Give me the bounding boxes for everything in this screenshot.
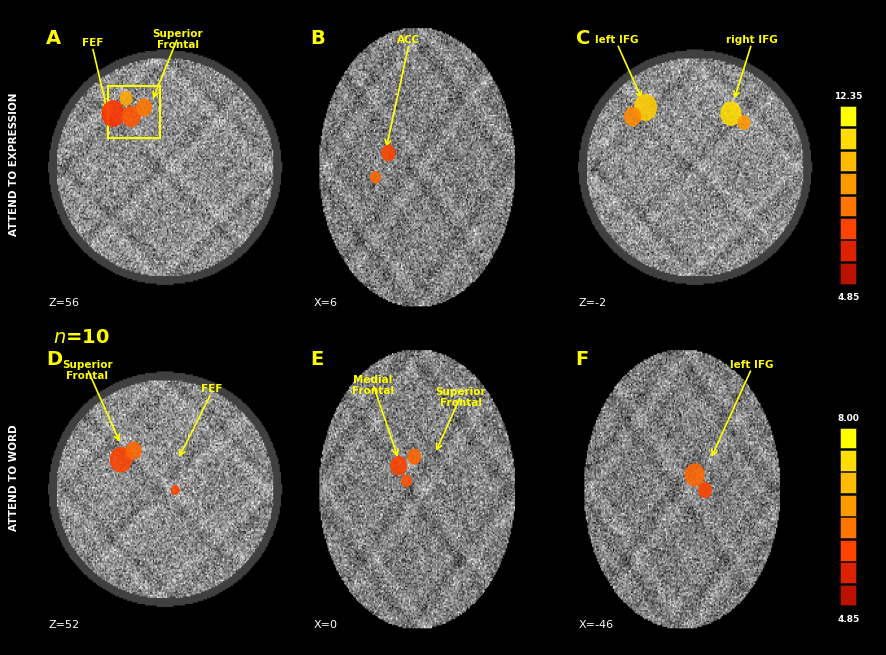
Bar <box>840 495 857 515</box>
Bar <box>840 563 857 583</box>
Bar <box>840 218 857 238</box>
Text: Superior
Frontal: Superior Frontal <box>62 360 113 381</box>
Text: ATTEND TO EXPRESSION: ATTEND TO EXPRESSION <box>9 92 19 236</box>
Circle shape <box>402 476 411 487</box>
Bar <box>840 128 857 149</box>
Circle shape <box>699 483 711 497</box>
Text: 4.85: 4.85 <box>837 293 859 302</box>
Circle shape <box>120 92 132 105</box>
Text: B: B <box>311 29 325 48</box>
Text: 12.35: 12.35 <box>835 92 863 101</box>
Circle shape <box>382 145 395 160</box>
Bar <box>840 428 857 448</box>
Text: FEF: FEF <box>201 384 222 394</box>
Bar <box>840 517 857 538</box>
Text: $\it{n}$=10: $\it{n}$=10 <box>53 328 110 347</box>
Circle shape <box>172 486 179 495</box>
Text: X=6: X=6 <box>314 298 338 308</box>
Text: Medial
Frontal: Medial Frontal <box>352 375 394 396</box>
Circle shape <box>122 107 140 126</box>
Text: 4.85: 4.85 <box>837 614 859 624</box>
Bar <box>840 585 857 605</box>
Circle shape <box>625 107 641 126</box>
Bar <box>840 105 857 126</box>
Circle shape <box>127 442 141 459</box>
Text: F: F <box>576 350 589 369</box>
Text: right IFG: right IFG <box>726 35 778 45</box>
Text: Z=52: Z=52 <box>49 620 80 629</box>
Circle shape <box>686 464 704 486</box>
Circle shape <box>391 457 407 475</box>
Text: ACC: ACC <box>398 35 421 45</box>
Bar <box>840 173 857 194</box>
Text: E: E <box>311 350 324 369</box>
Bar <box>840 540 857 561</box>
Bar <box>840 450 857 471</box>
Text: Superior
Frontal: Superior Frontal <box>152 29 203 50</box>
Text: left IFG: left IFG <box>595 35 639 45</box>
Text: Z=56: Z=56 <box>49 298 80 308</box>
Bar <box>840 151 857 171</box>
Circle shape <box>634 95 657 121</box>
Text: FEF: FEF <box>82 37 103 48</box>
Circle shape <box>408 449 421 464</box>
Bar <box>840 472 857 493</box>
Text: Z=-2: Z=-2 <box>579 298 606 308</box>
Text: X=0: X=0 <box>314 620 338 629</box>
Circle shape <box>721 102 741 125</box>
Bar <box>840 196 857 216</box>
Text: C: C <box>576 29 590 48</box>
Bar <box>840 240 857 261</box>
Bar <box>108 86 159 138</box>
Circle shape <box>111 447 131 472</box>
Circle shape <box>137 99 152 116</box>
Text: ATTEND TO WORD: ATTEND TO WORD <box>9 425 19 531</box>
Text: D: D <box>46 350 62 369</box>
Text: Superior
Frontal: Superior Frontal <box>436 387 486 409</box>
Circle shape <box>738 116 750 129</box>
Text: X=-46: X=-46 <box>579 620 613 629</box>
Text: left IFG: left IFG <box>730 360 773 369</box>
Bar <box>840 263 857 284</box>
Circle shape <box>102 101 124 126</box>
Circle shape <box>370 172 380 183</box>
Text: 8.00: 8.00 <box>837 414 859 422</box>
Text: A: A <box>46 29 61 48</box>
